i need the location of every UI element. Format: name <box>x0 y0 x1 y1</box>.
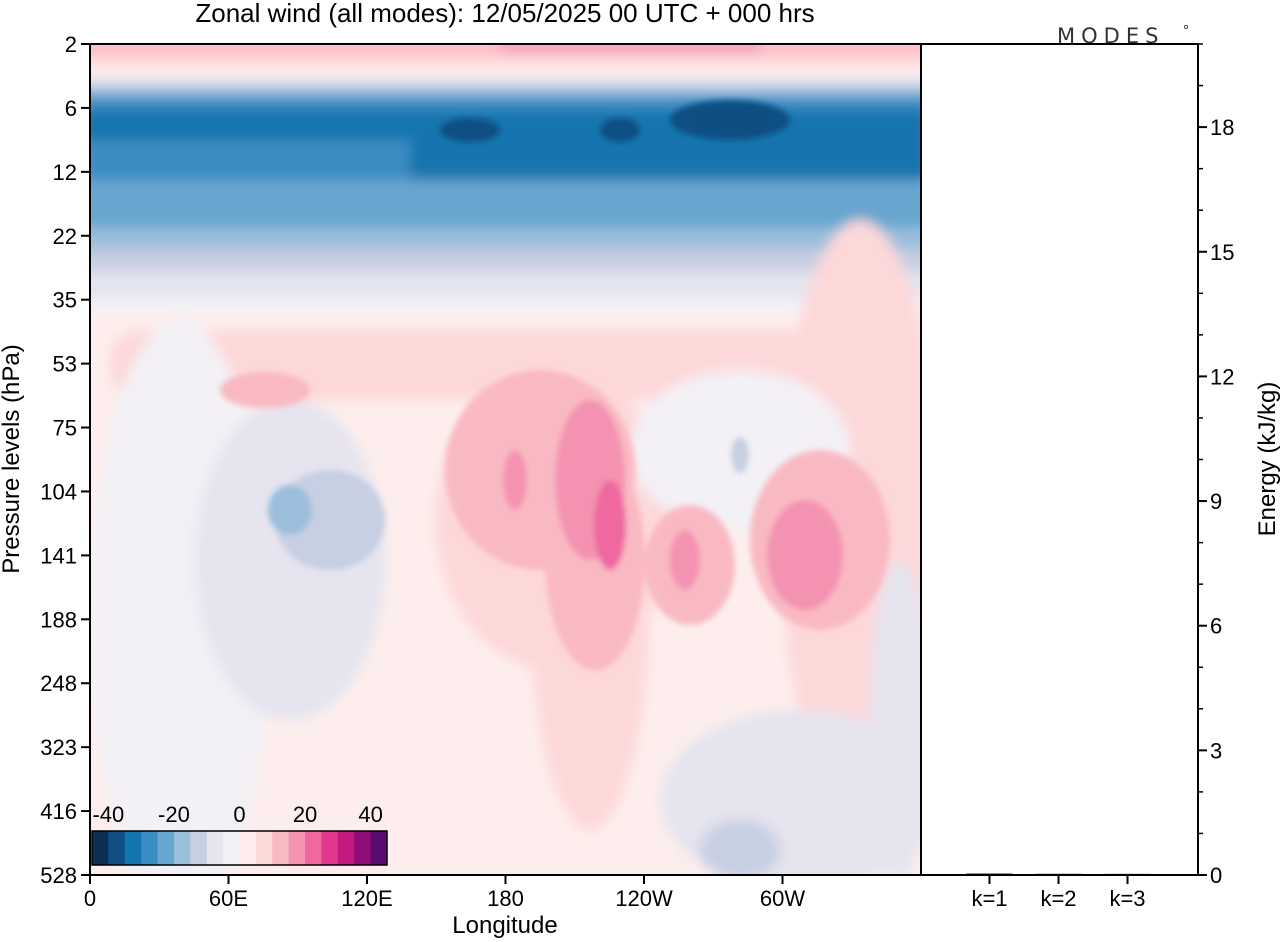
colorbar: -40 -20 0 20 40 <box>91 802 388 866</box>
energy-bar <box>1104 873 1151 875</box>
y-tick-label: 416 <box>40 799 77 824</box>
colorbar-swatch <box>354 831 372 865</box>
colorbar-tick-label: -40 <box>92 802 124 827</box>
y-tick-label: 528 <box>40 863 77 888</box>
x-axis-label: Longitude <box>452 912 557 939</box>
energy-axis-label: Energy (kJ/kg) <box>1254 382 1280 537</box>
energy-tick-label: 0 <box>1210 863 1222 888</box>
colorbar-tick-label: -20 <box>158 802 190 827</box>
energy-tick-label: 15 <box>1210 240 1234 265</box>
y-tick-label: 53 <box>53 352 77 377</box>
colorbar-swatch <box>321 831 339 865</box>
colorbar-swatch <box>272 831 290 865</box>
y-tick-label: 248 <box>40 671 77 696</box>
colorbar-swatch <box>157 831 175 865</box>
x-tick-label: 60E <box>209 886 248 911</box>
y-tick-label: 75 <box>53 416 77 441</box>
x-tick-label: 0 <box>84 886 96 911</box>
energy-bar <box>1035 873 1082 875</box>
colorbar-swatch <box>370 831 388 865</box>
y-tick-label: 22 <box>53 224 77 249</box>
x-tick-label: 120W <box>615 886 673 911</box>
energy-tick-label: 3 <box>1210 738 1222 763</box>
y-tick-label: 35 <box>53 288 77 313</box>
colorbar-swatch <box>190 831 208 865</box>
y-axis-label: Pressure levels (hPa) <box>0 344 25 573</box>
x-tick-label: 120E <box>341 886 392 911</box>
energy-bars: 0 3 6 9 12 15 18 k=1 k=2 k=3 <box>966 43 1234 911</box>
colorbar-tick-label: 40 <box>358 802 382 827</box>
pressure-axis: 2 6 12 22 35 53 75 104 141 188 248 323 416 528 <box>40 32 90 888</box>
colorbar-swatch <box>141 831 159 865</box>
colorbar-swatch <box>288 831 306 865</box>
y-tick-label: 12 <box>53 160 77 185</box>
x-tick-label: 60W <box>760 886 805 911</box>
y-tick-label: 141 <box>40 543 77 568</box>
copyright-mark <box>1184 24 1189 29</box>
zonal-wind-heatmap <box>90 44 921 875</box>
y-tick-label: 188 <box>40 607 77 632</box>
colorbar-swatch <box>124 831 142 865</box>
colorbar-frame <box>91 830 388 866</box>
x-tick-label: 180 <box>487 886 524 911</box>
category-label: k=1 <box>971 886 1007 911</box>
colorbar-swatch <box>206 831 224 865</box>
colorbar-swatch <box>255 831 273 865</box>
y-tick-label: 104 <box>40 479 77 504</box>
colorbar-swatch <box>305 831 322 865</box>
chart-title: Zonal wind (all modes): 12/05/2025 00 UT… <box>195 0 814 28</box>
colorbar-swatch <box>173 831 191 865</box>
colorbar-swatch <box>337 831 355 865</box>
energy-tick-label: 12 <box>1210 364 1234 389</box>
colorbar-swatch <box>92 831 109 865</box>
colorbar-tick-label: 0 <box>233 802 245 827</box>
energy-tick-label: 6 <box>1210 614 1222 639</box>
colorbar-tick-label: 20 <box>293 802 317 827</box>
y-tick-label: 323 <box>40 735 77 760</box>
colorbar-swatch <box>223 831 240 865</box>
category-label: k=2 <box>1040 886 1076 911</box>
energy-tick-label: 9 <box>1210 489 1222 514</box>
y-tick-label: 6 <box>65 96 77 121</box>
longitude-axis: 0 60E 120E 180 120W 60W <box>84 875 805 911</box>
colorbar-swatch <box>239 831 257 865</box>
energy-bar <box>966 873 1013 875</box>
energy-tick-label: 18 <box>1210 115 1234 140</box>
colorbar-swatch <box>108 831 126 865</box>
energy-panel-frame <box>920 43 1199 876</box>
y-tick-label: 2 <box>65 32 77 57</box>
category-label: k=3 <box>1109 886 1145 911</box>
